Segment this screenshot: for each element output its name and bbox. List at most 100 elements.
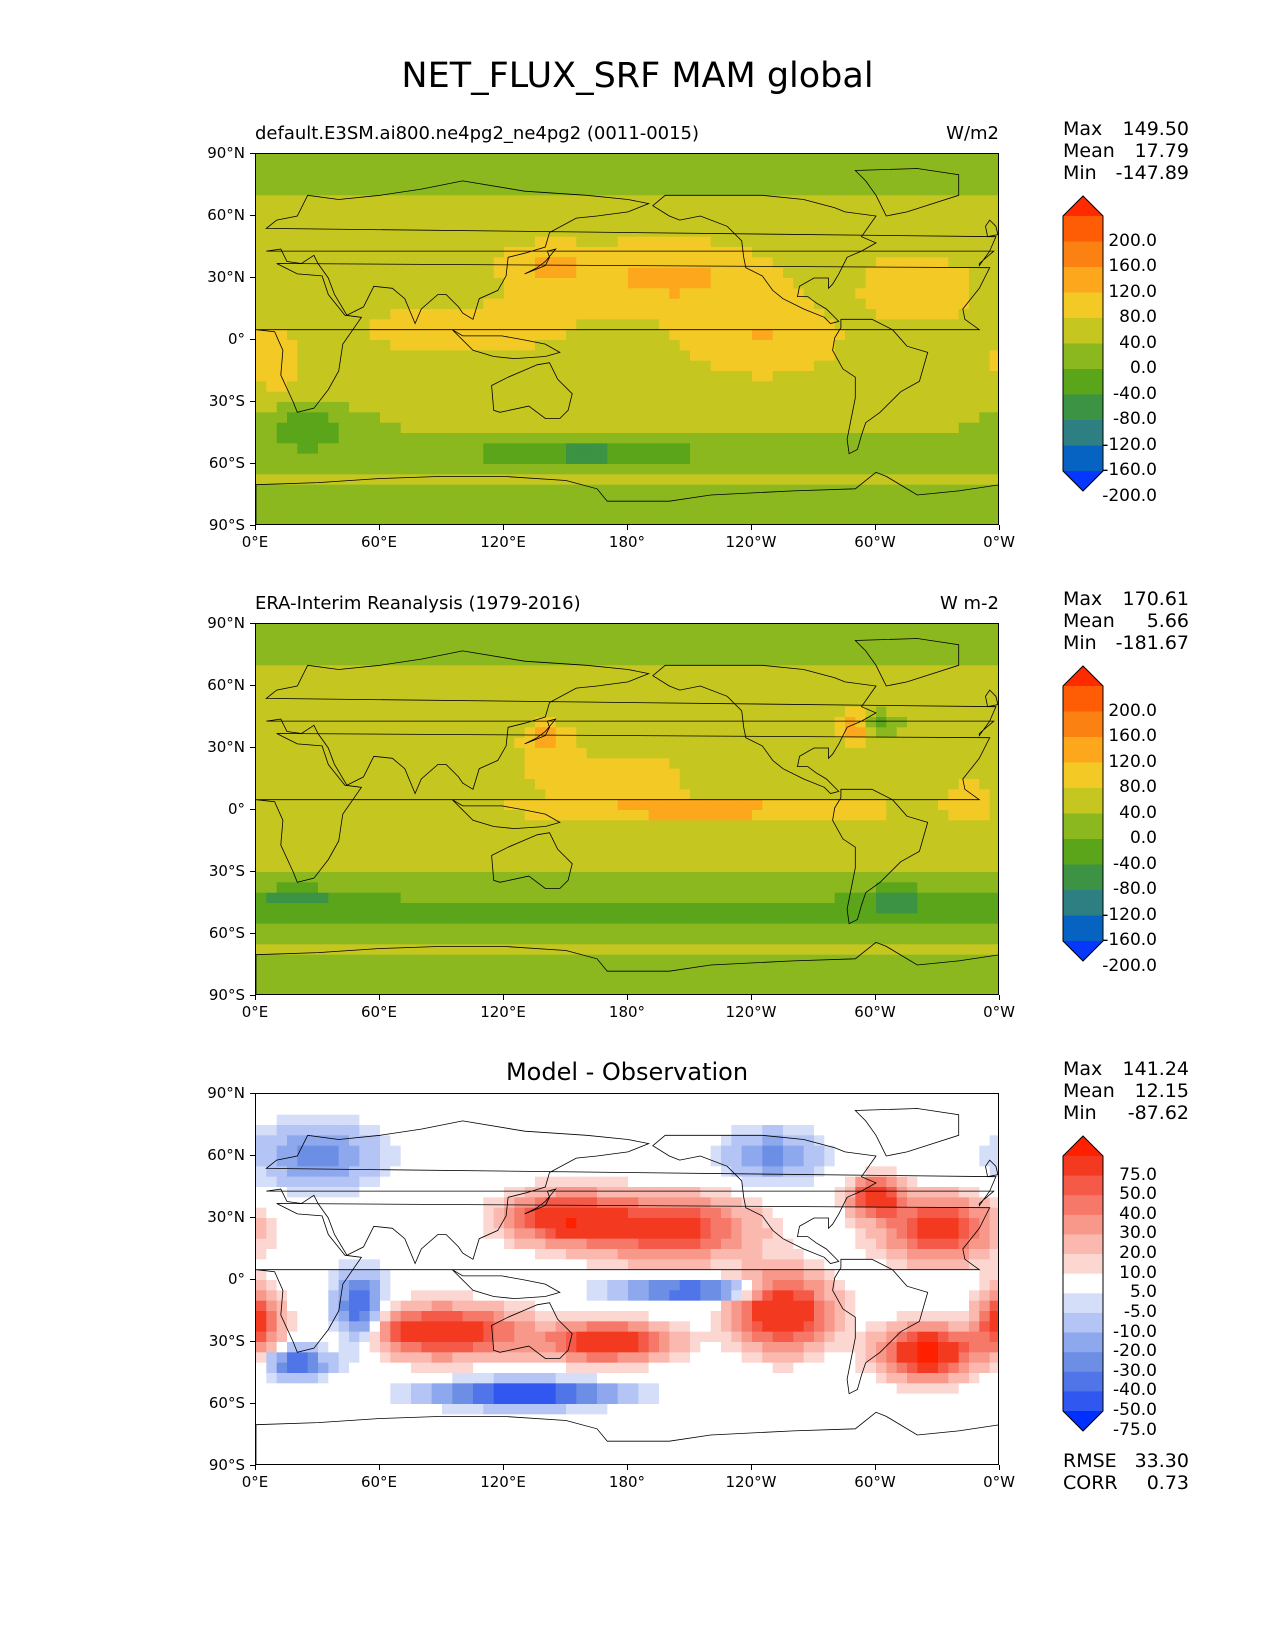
field-cell (793, 267, 805, 279)
field-cell (679, 350, 691, 362)
field-cell (483, 267, 495, 279)
field-cell (318, 195, 329, 207)
field-cell (679, 195, 691, 207)
field-cell (979, 422, 991, 434)
field-cell (690, 737, 701, 749)
field-cell (979, 195, 991, 207)
field-cell (731, 474, 743, 486)
field-cell (845, 830, 856, 842)
field-cell (824, 195, 836, 207)
field-cell (783, 861, 794, 873)
field-cell (607, 247, 619, 258)
field-cell (762, 474, 774, 486)
field-cell (442, 360, 453, 372)
field-cell (741, 861, 753, 873)
field-cell (328, 985, 340, 994)
field-cell (783, 686, 794, 697)
field-cell (679, 484, 691, 496)
field-cell (855, 872, 867, 883)
field-cell (276, 257, 288, 269)
field-cell (679, 799, 691, 811)
field-cell (545, 706, 557, 718)
field-cell (452, 675, 464, 687)
field-cell (845, 288, 856, 300)
field-cell (855, 799, 867, 811)
field-cell (586, 872, 598, 883)
field-cell (586, 216, 598, 227)
field-cell (752, 634, 763, 646)
field-cell (659, 675, 670, 687)
field-cell (369, 288, 381, 300)
field-cell (483, 624, 495, 635)
field-cell (555, 371, 567, 382)
field-cell (297, 205, 309, 217)
field-cell (535, 360, 546, 372)
field-cell (721, 422, 732, 434)
field-cell (845, 205, 856, 217)
field-cell (380, 717, 391, 728)
field-cell (700, 748, 712, 759)
field-cell (803, 644, 815, 656)
field-cell (576, 453, 588, 465)
field-cell (731, 205, 743, 217)
field-cell (369, 913, 381, 925)
field-cell (648, 696, 660, 708)
field-cell (380, 820, 391, 832)
field-cell (855, 154, 867, 165)
field-cell (431, 185, 443, 196)
field-cell (762, 675, 774, 687)
field-cell (783, 644, 794, 656)
field-cell (886, 841, 898, 852)
field-cell (307, 515, 319, 524)
field-cell (586, 505, 598, 517)
field-cell (907, 758, 918, 770)
field-cell (276, 985, 288, 994)
field-cell (504, 934, 515, 945)
field-cell (431, 443, 443, 455)
field-cell (979, 402, 991, 413)
field-cell (803, 799, 815, 811)
field-cell (597, 185, 608, 196)
field-cell (721, 748, 732, 759)
field-cell (648, 748, 660, 759)
field-cell (669, 934, 681, 945)
field-cell (917, 644, 929, 656)
field-cell (514, 340, 526, 351)
field-cell (690, 644, 701, 656)
field-cell (524, 706, 536, 718)
field-cell (969, 216, 980, 227)
field-cell (473, 903, 484, 914)
field-cell (400, 422, 412, 434)
field-cell (669, 422, 681, 434)
field-cell (597, 319, 608, 331)
field-cell (307, 789, 319, 801)
field-cell (462, 236, 474, 248)
field-cell (349, 624, 360, 635)
field-cell (628, 474, 639, 486)
field-cell (958, 164, 970, 176)
field-cell (824, 851, 836, 863)
field-cell (617, 634, 629, 646)
field-cell (462, 872, 474, 883)
field-cell (328, 381, 340, 393)
field-cell (287, 634, 298, 646)
field-cell (793, 841, 805, 852)
field-cell (524, 236, 536, 248)
field-cell (824, 319, 836, 331)
field-cell (845, 675, 856, 687)
field-cell (700, 624, 712, 635)
field-cell (917, 624, 929, 635)
field-cell (938, 350, 949, 362)
field-cell (690, 288, 701, 300)
field-cell (266, 164, 278, 176)
field-cell (287, 758, 298, 770)
field-cell (907, 288, 918, 300)
field-cell (690, 422, 701, 434)
field-cell (566, 288, 577, 300)
field-cell (876, 236, 887, 248)
field-cell (597, 484, 608, 496)
field-cell (886, 634, 898, 646)
field-cell (617, 205, 629, 217)
field-cell (504, 154, 515, 165)
field-cell (576, 185, 588, 196)
